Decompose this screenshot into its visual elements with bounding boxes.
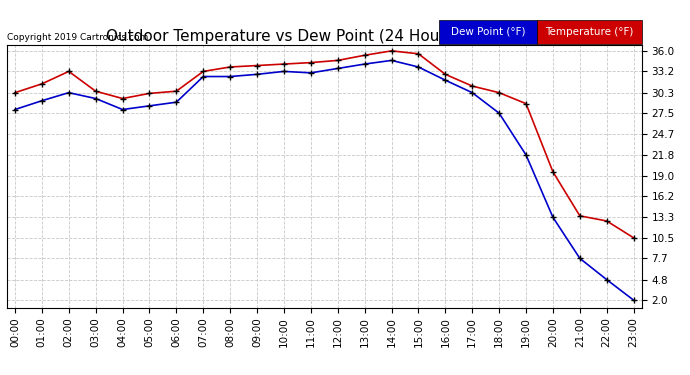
Text: Copyright 2019 Cartronics.com: Copyright 2019 Cartronics.com bbox=[7, 33, 148, 42]
Text: Dew Point (°F): Dew Point (°F) bbox=[451, 27, 525, 37]
Title: Outdoor Temperature vs Dew Point (24 Hours) 20190207: Outdoor Temperature vs Dew Point (24 Hou… bbox=[106, 29, 542, 44]
FancyBboxPatch shape bbox=[537, 20, 642, 44]
Text: Temperature (°F): Temperature (°F) bbox=[545, 27, 633, 37]
FancyBboxPatch shape bbox=[439, 20, 537, 44]
